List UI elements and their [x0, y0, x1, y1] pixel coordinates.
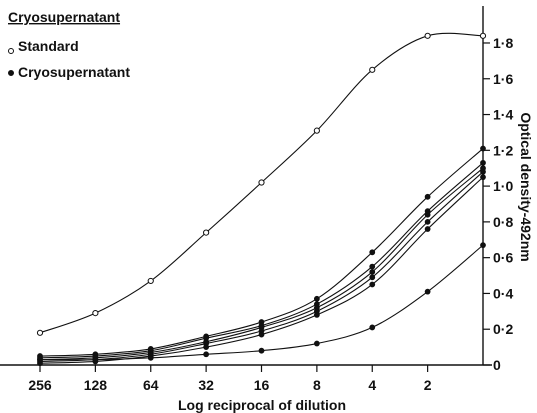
cryosupernatant-point: [258, 331, 265, 338]
x-axis-title: Log reciprocal of dilution: [178, 397, 346, 413]
cryosupernatant-point: [369, 249, 376, 256]
cryosupernatant-point: [92, 356, 99, 363]
x-tick-label: 256: [28, 377, 52, 393]
cryosupernatant-point: [480, 159, 486, 166]
y-tick-label: 0·8: [493, 214, 513, 230]
y-tick-label: 0·2: [493, 321, 513, 337]
cryosupernatant-point: [313, 312, 320, 318]
standard-point: [369, 66, 376, 73]
standard-point: [258, 179, 265, 186]
x-tick-label: 2: [424, 377, 432, 393]
standard-point: [479, 32, 487, 39]
cryosupernatant-point: [480, 174, 486, 181]
series-lines: [39, 32, 484, 364]
cryosupernatant-point: [369, 324, 376, 331]
cryosupernatant-point: [313, 340, 320, 347]
x-tick-label: 128: [84, 377, 108, 393]
cryosupernatant-point: [37, 356, 43, 363]
legend-label-cryosupernatant: Cryosupernatant: [18, 64, 130, 80]
cryosupernatant-point: [369, 269, 376, 275]
legend: Cryosupernatant Standard Cryosupernatant: [8, 9, 130, 80]
cryosupernatant-point: [480, 242, 486, 249]
cryosupernatant-point: [313, 295, 320, 302]
standard-point: [313, 127, 320, 134]
tick-marks: [39, 42, 490, 372]
tick-labels: 256 128 64 32 16 8 4 2 0 0·2 0·4 0·6 0·8 1·0 1·2 1·4 1·6…: [28, 35, 513, 393]
standard-point: [203, 229, 210, 236]
x-tick-label: 4: [368, 377, 376, 393]
axes: [0, 6, 492, 366]
y-tick-label: 1·8: [493, 35, 513, 51]
cryosupernatant-point: [147, 354, 154, 361]
standard-point: [92, 310, 99, 317]
legend-marker-standard: [8, 48, 14, 54]
cryosupernatant-curve-6: [39, 244, 484, 361]
cryosupernatant-point: [480, 145, 486, 152]
cryosupernatant-point: [369, 263, 376, 270]
cryosupernatant-curve-3: [39, 167, 484, 361]
legend-marker-cryosupernatant: [8, 70, 14, 76]
y-tick-label: 0: [493, 357, 501, 373]
cryosupernatant-curve-4: [39, 171, 484, 362]
legend-label-standard: Standard: [18, 38, 79, 54]
standard-point: [424, 32, 431, 39]
cryosupernatant-point: [203, 351, 210, 358]
x-tick-label: 8: [313, 377, 321, 393]
legend-title: Cryosupernatant: [8, 9, 120, 25]
cryosupernatant-point: [424, 211, 431, 218]
x-tick-label: 16: [254, 377, 270, 393]
cryosupernatant-point: [203, 344, 210, 351]
cryosupernatant-point: [258, 347, 265, 354]
y-tick-label: 1·4: [493, 107, 513, 123]
y-tick-label: 1·6: [493, 71, 513, 87]
cryosupernatant-point: [424, 193, 431, 200]
cryosupernatant-point: [424, 288, 431, 295]
standard-point: [147, 277, 154, 285]
cryosupernatant-curve-2: [39, 162, 484, 359]
standard-point: [36, 329, 44, 336]
cryosupernatant-point: [369, 274, 376, 281]
x-tick-label: 64: [143, 377, 159, 393]
y-tick-label: 1·0: [493, 178, 513, 194]
cryosupernatant-point: [424, 218, 431, 225]
cryosupernatant-point: [424, 226, 431, 232]
series-points: [36, 32, 487, 367]
cryosupernatant-point: [480, 168, 486, 175]
cryosupernatant-point: [369, 281, 376, 288]
y-tick-label: 1·2: [493, 142, 513, 158]
y-tick-label: 0·6: [493, 250, 513, 266]
y-tick-label: 0·4: [493, 285, 513, 301]
cryosupernatant-curve-1: [39, 148, 484, 357]
y-axis-title: Optical density-492nm: [518, 112, 534, 261]
x-tick-label: 32: [198, 377, 214, 393]
